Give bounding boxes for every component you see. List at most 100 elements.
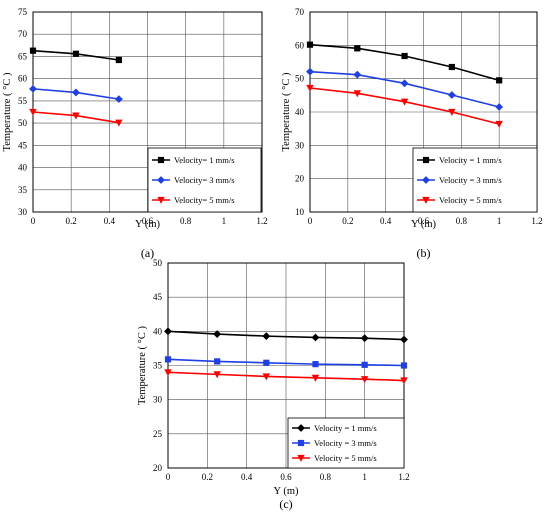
data-point	[29, 47, 37, 54]
panel-label: (b)	[417, 246, 431, 260]
y-tick-label: 40	[295, 107, 305, 117]
x-tick-label: 0.6	[418, 216, 430, 226]
y-tick-label: 35	[153, 361, 163, 371]
data-point	[262, 332, 271, 341]
y-tick-label: 65	[18, 51, 28, 61]
data-point	[401, 52, 408, 60]
data-point	[306, 84, 314, 92]
data-point	[400, 335, 408, 344]
legend-label: Velocity = 3 mm/s	[439, 175, 502, 185]
data-point	[263, 359, 270, 366]
data-point	[495, 120, 503, 128]
data-point	[306, 41, 314, 48]
data-point	[72, 50, 80, 57]
x-tick-label: 0	[166, 472, 171, 482]
data-point	[495, 103, 504, 111]
legend-label: Velocity = 1 mm/s	[439, 155, 502, 165]
panel-label: (c)	[279, 497, 292, 511]
series-3	[306, 84, 503, 128]
x-tick-label: 1	[222, 216, 227, 226]
series-3	[164, 369, 408, 385]
x-axis-title: Y (m)	[274, 486, 299, 497]
legend: Velocity = 1 mm/s Velocity = 3 mm/s Veloci…	[412, 147, 538, 213]
y-axis-title: Temperature ( °C )	[281, 72, 292, 151]
series-1	[306, 41, 503, 84]
data-point	[311, 374, 320, 382]
series-line	[167, 358, 405, 367]
x-tick-label: 0.4	[104, 216, 116, 226]
data-point	[306, 67, 314, 76]
data-point	[72, 112, 80, 120]
x-tick-label: 0	[308, 216, 313, 226]
y-tick-label: 40	[153, 326, 163, 336]
data-point	[164, 369, 172, 377]
series-line	[167, 371, 405, 382]
legend-label: Velocity= 5 mm/s	[174, 195, 235, 205]
data-point	[400, 98, 409, 106]
legend-label: Velocity = 1 mm/s	[314, 423, 377, 433]
chart-panel-c: 0 0.2 0.4 0.6 0.8 1 1.2 20 25 30 35 40 45 50 Y (m) Temp…	[137, 258, 410, 511]
y-tick-label: 10	[295, 207, 305, 217]
x-tick-label: 0.6	[142, 216, 154, 226]
data-point	[214, 358, 221, 365]
y-tick-label: 50	[18, 118, 28, 128]
y-tick-label: 50	[153, 258, 163, 268]
data-point	[354, 45, 361, 52]
y-tick-label: 30	[153, 395, 163, 405]
legend-swatch-marker	[297, 424, 305, 432]
x-tick-label: 0.4	[380, 216, 392, 226]
y-tick-label: 75	[18, 7, 28, 17]
x-tick-label: 1.2	[256, 216, 267, 226]
y-tick-label: 70	[18, 29, 28, 39]
series-2	[164, 356, 408, 369]
y-tick-label: 40	[18, 163, 28, 173]
legend: Velocity= 1 mm/s Velocity= 3 mm/s Velocity…	[147, 147, 262, 213]
data-point	[213, 330, 222, 338]
y-axis-title: Temperature ( °C )	[2, 72, 13, 151]
legend-swatch-marker	[297, 454, 305, 462]
data-point	[115, 56, 122, 64]
x-tick-label: 0.8	[320, 472, 332, 482]
data-point	[29, 84, 37, 93]
legend-swatch-marker	[297, 439, 305, 447]
legend-label: Velocity = 3 mm/s	[314, 438, 377, 448]
series-2	[29, 84, 123, 104]
data-point	[447, 91, 456, 99]
x-tick-label: 0.6	[280, 472, 292, 482]
y-tick-label: 30	[18, 207, 28, 217]
y-tick-label: 25	[153, 429, 163, 439]
legend-swatch-marker	[157, 196, 165, 204]
data-point	[400, 362, 408, 369]
chart-panel-a: 0 0.2 0.4 0.6 0.8 1 1.2 30 35 40 45 50 55 60 65 70 75 Y (…	[2, 7, 268, 260]
data-point	[448, 63, 455, 71]
x-tick-label: 0.4	[241, 472, 253, 482]
data-point	[164, 356, 172, 363]
x-tick-label: 0.2	[66, 216, 77, 226]
data-point	[361, 361, 368, 368]
data-point	[353, 70, 362, 79]
series-1	[164, 327, 408, 344]
data-point	[353, 90, 361, 98]
x-tick-label: 1	[362, 472, 367, 482]
legend-swatch-marker	[157, 156, 165, 164]
y-tick-label: 70	[295, 7, 305, 17]
data-point	[213, 371, 221, 379]
x-tick-label: 0	[31, 216, 36, 226]
data-point	[360, 334, 369, 343]
panel-label: (a)	[141, 246, 154, 260]
legend: Velocity = 1 mm/s Velocity = 3 mm/s Veloci…	[287, 417, 405, 469]
series-2	[306, 67, 504, 111]
y-tick-label: 20	[295, 174, 305, 184]
y-tick-label: 35	[18, 185, 28, 195]
y-tick-label: 20	[153, 463, 163, 473]
x-tick-label: 0.2	[342, 216, 353, 226]
x-tick-label: 0.8	[180, 216, 192, 226]
chart-panel-b: 0 0.2 0.4 0.6 0.8 1 1.2 10 20 30 40 50 60 70 Y (m) Temp…	[281, 7, 543, 260]
legend-swatch-marker	[422, 196, 430, 204]
y-axis-title: Temperature ( °C )	[137, 326, 148, 405]
y-tick-label: 45	[153, 292, 163, 302]
data-point	[114, 95, 123, 104]
x-tick-label: 1	[497, 216, 502, 226]
legend-swatch-marker	[422, 176, 430, 184]
y-tick-label: 60	[295, 40, 305, 50]
